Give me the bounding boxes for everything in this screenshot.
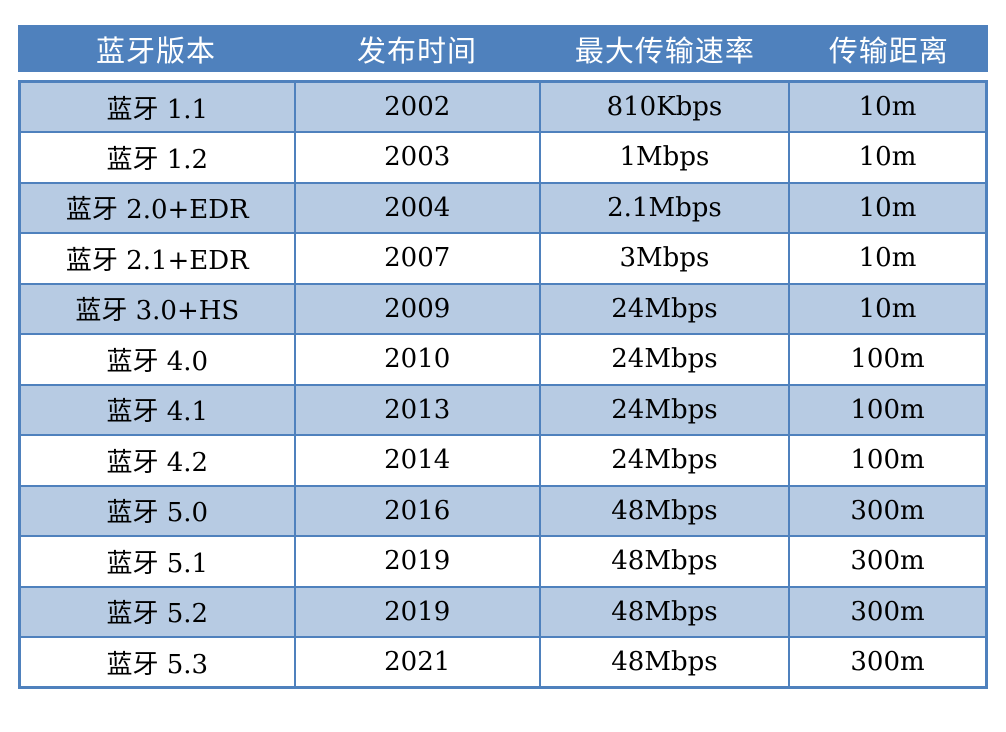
table-row: 蓝牙 5.2 2019 48Mbps 300m bbox=[18, 585, 988, 638]
table-cell: 2004 bbox=[293, 181, 541, 234]
table-cell: 100m bbox=[788, 333, 988, 386]
table-row: 蓝牙 1.1 2002 810Kbps 10m bbox=[18, 80, 988, 133]
header-cell-release: 发布时间 bbox=[356, 33, 477, 68]
table-cell: 2013 bbox=[293, 383, 541, 436]
table-cell: 2007 bbox=[293, 232, 541, 285]
table-cell: 2009 bbox=[293, 282, 541, 335]
table-cell: 2019 bbox=[293, 535, 541, 588]
table-cell: 2003 bbox=[293, 131, 541, 184]
table-row: 蓝牙 5.1 2019 48Mbps 300m bbox=[18, 535, 988, 588]
table-cell: 蓝牙 4.0 bbox=[18, 333, 296, 386]
header-cell-version: 蓝牙版本 bbox=[95, 33, 216, 68]
table-cell: 蓝牙 4.2 bbox=[18, 434, 296, 487]
table-row: 蓝牙 2.1+EDR 2007 3Mbps 10m bbox=[18, 232, 988, 285]
table-cell: 10m bbox=[788, 131, 988, 184]
bluetooth-version-table: 蓝牙版本 发布时间 最大传输速率 传输距离 蓝牙 1.1 2002 810Kbps 1… bbox=[18, 25, 988, 689]
table-header-row: 蓝牙版本 发布时间 最大传输速率 传输距离 bbox=[18, 25, 988, 72]
table-cell: 10m bbox=[788, 181, 988, 234]
table-cell: 48Mbps bbox=[538, 484, 791, 537]
header-body-gap bbox=[18, 72, 988, 80]
table-cell: 2021 bbox=[293, 636, 541, 689]
table-row: 蓝牙 4.0 2010 24Mbps 100m bbox=[18, 333, 988, 386]
table-cell: 10m bbox=[788, 232, 988, 285]
table-cell: 1Mbps bbox=[538, 131, 791, 184]
table-cell: 蓝牙 1.1 bbox=[18, 80, 296, 133]
table-row: 蓝牙 1.2 2003 1Mbps 10m bbox=[18, 131, 988, 184]
table-row: 蓝牙 3.0+HS 2009 24Mbps 10m bbox=[18, 282, 988, 335]
table-cell: 10m bbox=[788, 282, 988, 335]
table-cell: 810Kbps bbox=[538, 80, 791, 133]
table-cell: 300m bbox=[788, 535, 988, 588]
table-cell: 48Mbps bbox=[538, 636, 791, 689]
table-cell: 24Mbps bbox=[538, 434, 791, 487]
table-cell: 100m bbox=[788, 383, 988, 436]
table-cell: 蓝牙 5.0 bbox=[18, 484, 296, 537]
table-cell: 2.1Mbps bbox=[538, 181, 791, 234]
table-cell: 蓝牙 3.0+HS bbox=[18, 282, 296, 335]
table-body: 蓝牙 1.1 2002 810Kbps 10m 蓝牙 1.2 2003 1Mbps 10m 蓝牙… bbox=[18, 80, 988, 689]
table-cell: 300m bbox=[788, 484, 988, 537]
table-row: 蓝牙 5.3 2021 48Mbps 300m bbox=[18, 636, 988, 689]
table-cell: 300m bbox=[788, 585, 988, 638]
table-cell: 300m bbox=[788, 636, 988, 689]
table-cell: 48Mbps bbox=[538, 535, 791, 588]
header-cell-maxspeed: 最大传输速率 bbox=[574, 33, 755, 68]
table-cell: 2014 bbox=[293, 434, 541, 487]
table-cell: 24Mbps bbox=[538, 282, 791, 335]
table-cell: 蓝牙 5.3 bbox=[18, 636, 296, 689]
table-cell: 2016 bbox=[293, 484, 541, 537]
table-cell: 蓝牙 1.2 bbox=[18, 131, 296, 184]
table-cell: 100m bbox=[788, 434, 988, 487]
table-row: 蓝牙 4.1 2013 24Mbps 100m bbox=[18, 383, 988, 436]
table-cell: 蓝牙 5.1 bbox=[18, 535, 296, 588]
header-cell-distance: 传输距离 bbox=[828, 33, 949, 68]
table-cell: 24Mbps bbox=[538, 333, 791, 386]
table-cell: 2002 bbox=[293, 80, 541, 133]
table-cell: 24Mbps bbox=[538, 383, 791, 436]
table-row: 蓝牙 2.0+EDR 2004 2.1Mbps 10m bbox=[18, 181, 988, 234]
table-cell: 蓝牙 2.0+EDR bbox=[18, 181, 296, 234]
table-row: 蓝牙 5.0 2016 48Mbps 300m bbox=[18, 484, 988, 537]
table-cell: 蓝牙 4.1 bbox=[18, 383, 296, 436]
table-cell: 48Mbps bbox=[538, 585, 791, 638]
table-cell: 蓝牙 5.2 bbox=[18, 585, 296, 638]
table-cell: 2010 bbox=[293, 333, 541, 386]
table-row: 蓝牙 4.2 2014 24Mbps 100m bbox=[18, 434, 988, 487]
table-cell: 2019 bbox=[293, 585, 541, 638]
table-cell: 3Mbps bbox=[538, 232, 791, 285]
table-cell: 蓝牙 2.1+EDR bbox=[18, 232, 296, 285]
table-cell: 10m bbox=[788, 80, 988, 133]
